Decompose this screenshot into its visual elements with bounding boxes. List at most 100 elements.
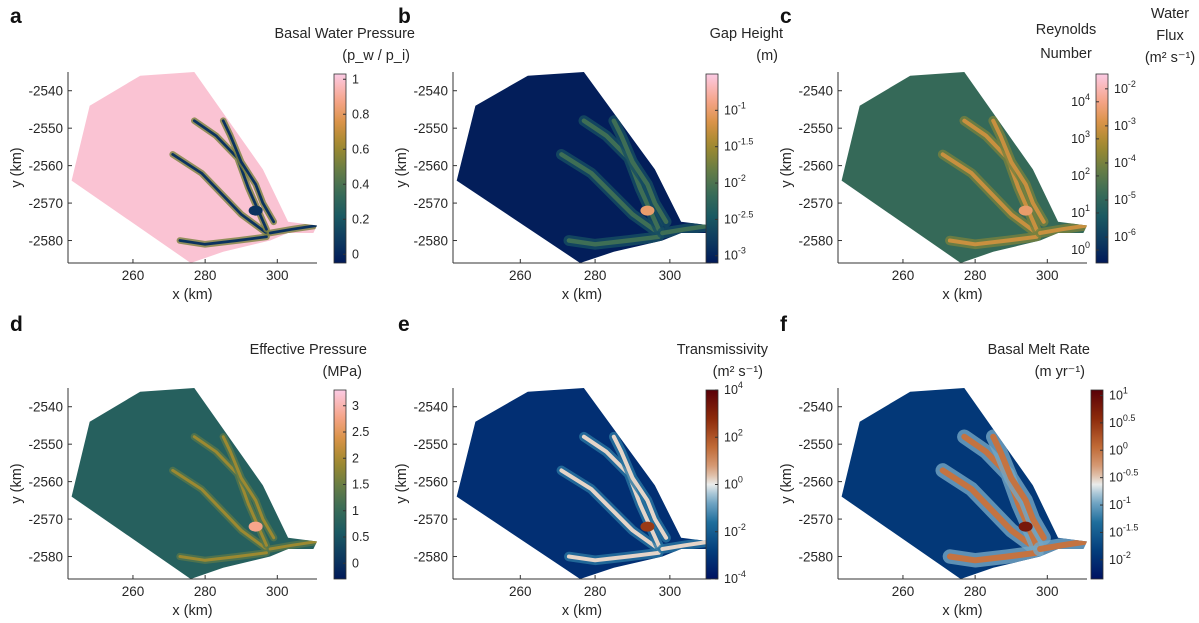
- y-axis-title: y (km): [394, 147, 410, 187]
- colorbar-tick-label: 0: [352, 556, 359, 570]
- channel-5: [1037, 538, 1087, 552]
- colorbar-tick-label: 10-3: [724, 246, 746, 263]
- channel-4: [566, 234, 661, 247]
- colorbar-tick-label: 10-6: [1114, 227, 1136, 244]
- channel-4: [566, 550, 661, 563]
- colorbar-tick-label: 0: [352, 247, 359, 261]
- y-tick-label: -2560: [28, 475, 63, 490]
- panel-letter: b: [398, 5, 411, 28]
- outlet-hotspot: [1018, 205, 1033, 216]
- channel-1: [940, 152, 1039, 235]
- y-tick-label: -2560: [28, 159, 63, 174]
- y-tick-label: -2540: [798, 400, 833, 415]
- channel-network: [937, 115, 1087, 250]
- x-axis-title: x (km): [942, 603, 982, 619]
- colorbar-units: (MPa): [323, 364, 362, 380]
- panel-a: 260 280 300 -2540 -2550 -2560 -2570 -2580 x (km)…: [9, 5, 415, 303]
- channel-5: [268, 540, 317, 551]
- x-tick-label: 280: [964, 584, 987, 599]
- colorbar-tick-label: 10-3: [1114, 116, 1136, 133]
- colorbar-tick-label: 10-5: [1114, 190, 1136, 207]
- y-tick-label: -2560: [798, 475, 833, 490]
- y-tick-label: -2550: [798, 121, 833, 136]
- colorbar-title-right-line2: Flux: [1156, 28, 1184, 44]
- x-tick-label: 300: [1036, 268, 1059, 283]
- y-tick-label: -2570: [413, 512, 448, 527]
- colorbar-title: Transmissivity: [677, 342, 769, 358]
- colorbar-tick-label: 2.5: [352, 425, 369, 439]
- channel-network: [169, 433, 317, 564]
- panel-letter: c: [780, 5, 792, 28]
- y-tick-label: -2550: [413, 437, 448, 452]
- y-tick-label: -2540: [28, 84, 63, 99]
- x-axis-title: x (km): [942, 287, 982, 303]
- y-tick-label: -2540: [413, 400, 448, 415]
- channel-4: [947, 234, 1039, 247]
- channel-3: [991, 118, 1046, 224]
- panel-f: 260 280 300 -2540 -2550 -2560 -2570 -2580 x (km)…: [779, 313, 1138, 619]
- y-tick-label: -2570: [28, 196, 63, 211]
- x-axis-title: x (km): [562, 603, 602, 619]
- panel-e: 260 280 300 -2540 -2550 -2560 -2570 -2580 x (km)…: [394, 313, 769, 619]
- colorbar: [705, 73, 719, 264]
- colorbar-tick-label: 10-1: [724, 100, 746, 117]
- colorbar-tick-label: 1: [352, 72, 359, 86]
- colorbar-tick-label: 1: [352, 504, 359, 518]
- y-tick-label: -2540: [413, 84, 448, 99]
- channel-4: [178, 235, 268, 246]
- y-tick-label: -2570: [28, 512, 63, 527]
- x-tick-label: 300: [266, 268, 289, 283]
- colorbar-units: (p_w / p_i): [342, 48, 410, 64]
- channel-3: [221, 435, 276, 540]
- y-tick-label: -2550: [413, 121, 448, 136]
- channel-4: [178, 551, 268, 562]
- colorbar-tick-label: 0.4: [352, 177, 369, 191]
- colorbar-tick-label: 2: [352, 451, 359, 465]
- channel-1: [559, 152, 661, 236]
- y-tick-label: -2550: [28, 437, 63, 452]
- colorbar-units: (m): [756, 48, 778, 64]
- channel-1: [559, 468, 661, 551]
- channel-3: [990, 433, 1047, 541]
- channel-3: [611, 434, 669, 540]
- channel-3: [221, 119, 276, 224]
- colorbar-tick-label: 0.6: [352, 142, 369, 156]
- channel-5: [1038, 223, 1087, 235]
- x-tick-label: 280: [584, 268, 607, 283]
- colorbar-tick-label: 0.2: [352, 212, 369, 226]
- y-tick-label: -2540: [798, 84, 833, 99]
- channel-5: [660, 539, 711, 551]
- colorbar-tick-label: 10-1: [1109, 495, 1131, 512]
- x-tick-label: 260: [509, 268, 532, 283]
- colorbar-tick-label: 102: [724, 427, 743, 444]
- y-tick-label: -2570: [798, 196, 833, 211]
- panel-letter: e: [398, 313, 410, 336]
- colorbar-tick-label: 100: [724, 475, 743, 492]
- colorbar-tick-label: 10-4: [1114, 153, 1136, 170]
- colorbar-tick-label: 0.8: [352, 107, 369, 121]
- outlet-hotspot: [640, 205, 655, 216]
- colorbar-tick-label: 1.5: [352, 478, 369, 492]
- x-tick-label: 280: [584, 584, 607, 599]
- outlet-hotspot: [248, 521, 263, 532]
- y-tick-label: -2580: [28, 234, 63, 249]
- colorbar-left-tick-label: 103: [1071, 129, 1090, 146]
- y-tick-label: -2560: [798, 159, 833, 174]
- channel-1: [171, 468, 268, 551]
- y-axis-title: y (km): [9, 463, 25, 503]
- y-tick-label: -2550: [798, 437, 833, 452]
- colorbar-title: Gap Height: [710, 26, 783, 42]
- channel-4: [946, 549, 1040, 564]
- colorbar-tick-label: 10-2.5: [724, 209, 753, 226]
- x-tick-label: 260: [892, 584, 915, 599]
- y-axis-title: y (km): [394, 463, 410, 503]
- outlet-hotspot: [640, 521, 655, 532]
- channel-3: [611, 118, 669, 225]
- y-tick-label: -2580: [28, 550, 63, 565]
- channel-network: [935, 429, 1087, 568]
- y-tick-label: -2540: [28, 400, 63, 415]
- channel-5: [268, 224, 317, 235]
- colorbar: [333, 73, 347, 264]
- colorbar-tick-label: 10-2: [1114, 79, 1136, 96]
